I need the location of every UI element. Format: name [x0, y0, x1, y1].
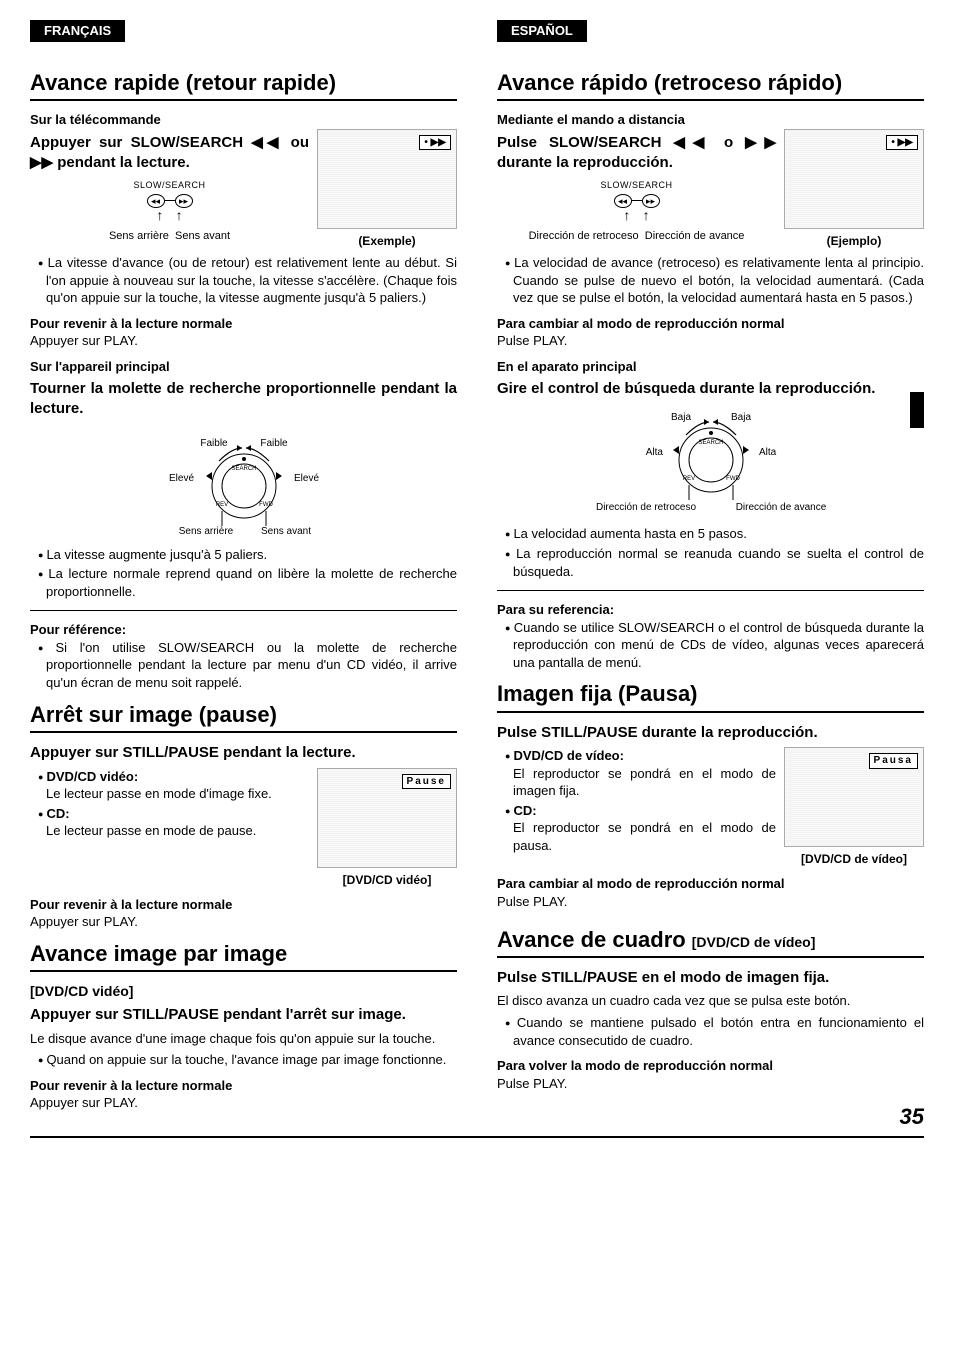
svg-text:Sens arrière: Sens arrière	[178, 526, 233, 536]
svg-text:Baja: Baja	[730, 412, 750, 423]
es-example-screen: • ▶▶ (Ejemplo)	[784, 129, 924, 249]
fr-s3-subnote: [DVD/CD vidéo]	[30, 982, 457, 1001]
es-s1-ret-t: Pulse PLAY.	[497, 332, 924, 350]
es-s3-t1: El disco avanza un cuadro cada vez que s…	[497, 992, 924, 1010]
es-s1-instr-main: Gire el control de búsqueda durante la r…	[497, 379, 924, 399]
es-remote-diagram: SLOW/SEARCH ◂◂▸▸ ↑ ↑ Dirección de retroc…	[497, 179, 776, 244]
fr-pause-screen: Pause [DVD/CD vidéo]	[317, 768, 457, 888]
es-s3-title: Avance de cuadro	[497, 925, 686, 955]
page-number: 35	[497, 1102, 924, 1132]
fr-s2-title: Arrêt sur image (pause)	[30, 700, 457, 734]
fr-s3-title: Avance image par image	[30, 939, 457, 973]
svg-text:Dirección de avance: Dirección de avance	[735, 502, 826, 513]
fr-s1-b1: La vitesse d'avance (ou de retour) est r…	[38, 254, 457, 307]
fr-s3-instr: Appuyer sur STILL/PAUSE pendant l'arrêt …	[30, 1005, 457, 1025]
es-s3-ret-h: Para volver la modo de reproducción norm…	[497, 1057, 924, 1075]
es-s2-title: Imagen fija (Pausa)	[497, 679, 924, 713]
fr-s1-title: Avance rapide (retour rapide)	[30, 68, 457, 102]
es-s1-main-h: En el aparato principal	[497, 358, 924, 376]
svg-text:SEARCH: SEARCH	[698, 440, 723, 446]
fr-s1-instr-main: Tourner la molette de recherche proporti…	[30, 379, 457, 420]
fr-s3-ret-t: Appuyer sur PLAY.	[30, 1094, 457, 1112]
svg-text:Faible: Faible	[200, 438, 228, 449]
lang-badge-fr: FRANÇAIS	[30, 20, 125, 42]
fr-s3-ret-h: Pour revenir à la lecture normale	[30, 1077, 457, 1095]
svg-text:Faible: Faible	[260, 438, 288, 449]
fr-dial-diagram: SEARCH Faible Faible Elevé Elevé REV FWD…	[30, 426, 457, 536]
side-tab	[910, 392, 924, 428]
es-s1-b1: La velocidad de avance (retroceso) es re…	[505, 254, 924, 307]
es-s3-b1: Cuando se mantiene pulsado el botón entr…	[505, 1014, 924, 1049]
es-s1-remote-h: Mediante el mando a distancia	[497, 111, 924, 129]
svg-text:FWD: FWD	[259, 502, 273, 508]
es-s1-ref-h: Para su referencia:	[497, 601, 924, 619]
svg-text:FWD: FWD	[726, 476, 740, 482]
es-pause-screen: Pausa [DVD/CD de vídeo]	[784, 747, 924, 867]
fr-s2-ret-h: Pour revenir à la lecture normale	[30, 896, 457, 914]
fr-s1-ret-h: Pour revenir à la lecture normale	[30, 315, 457, 333]
es-s1-b2: La velocidad aumenta hasta en 5 pasos.	[505, 525, 924, 543]
fr-s3-b1: Quand on appuie sur la touche, l'avance …	[38, 1051, 457, 1069]
svg-text:SEARCH: SEARCH	[231, 466, 256, 472]
fr-remote-diagram: SLOW/SEARCH ◂◂▸▸ ↑ ↑ Sens arrière Sens a…	[30, 179, 309, 244]
svg-text:Baja: Baja	[670, 412, 690, 423]
fr-s1-b3: La lecture normale reprend quand on libè…	[38, 565, 457, 600]
lang-badge-es: ESPAÑOL	[497, 20, 587, 42]
es-s1-title: Avance rápido (retroceso rápido)	[497, 68, 924, 102]
svg-text:REV: REV	[682, 476, 694, 482]
fr-s2-instr: Appuyer sur STILL/PAUSE pendant la lectu…	[30, 743, 457, 763]
es-dial-diagram: SEARCH Baja Baja Alta Alta REV FWD Direc…	[497, 405, 924, 515]
es-s3-ret-t: Pulse PLAY.	[497, 1075, 924, 1093]
svg-text:Alta: Alta	[759, 447, 777, 458]
fr-s1-instr-remote: Appuyer sur SLOW/SEARCH ◀◀ ou ▶▶ pendant…	[30, 133, 309, 174]
es-s2-ret-h: Para cambiar al modo de reproducción nor…	[497, 875, 924, 893]
svg-text:REV: REV	[215, 502, 227, 508]
fr-s1-main-h: Sur l'appareil principal	[30, 358, 457, 376]
fr-s1-remote-h: Sur la télécommande	[30, 111, 457, 129]
svg-text:Elevé: Elevé	[294, 473, 319, 484]
es-s1-b3: La reproducción normal se reanuda cuando…	[505, 545, 924, 580]
es-s1-instr-remote: Pulse SLOW/SEARCH ◀◀ o ▶▶ durante la rep…	[497, 133, 776, 174]
column-espanol: ESPAÑOL Avance rápido (retroceso rápido)…	[497, 20, 924, 1132]
fr-s3-t1: Le disque avance d'une image chaque fois…	[30, 1030, 457, 1048]
es-s1-ret-h: Para cambiar al modo de reproducción nor…	[497, 315, 924, 333]
es-s1-ref-t: Cuando se utilice SLOW/SEARCH o el contr…	[505, 619, 924, 672]
fr-s1-ref-t: Si l'on utilise SLOW/SEARCH ou la molett…	[38, 639, 457, 692]
svg-text:Elevé: Elevé	[168, 473, 193, 484]
fr-s1-ret-t: Appuyer sur PLAY.	[30, 332, 457, 350]
column-francais: FRANÇAIS Avance rapide (retour rapide) S…	[30, 20, 457, 1132]
es-s2-instr: Pulse STILL/PAUSE durante la reproducció…	[497, 723, 924, 743]
es-s3-instr: Pulse STILL/PAUSE en el modo de imagen f…	[497, 968, 924, 988]
svg-text:Alta: Alta	[645, 447, 663, 458]
svg-text:Sens avant: Sens avant	[260, 526, 310, 536]
es-s2-ret-t: Pulse PLAY.	[497, 893, 924, 911]
fr-s1-b2: La vitesse augmente jusqu'à 5 paliers.	[38, 546, 457, 564]
es-s3-subnote: [DVD/CD de vídeo]	[692, 933, 816, 952]
fr-s2-ret-t: Appuyer sur PLAY.	[30, 913, 457, 931]
svg-text:Dirección de retroceso: Dirección de retroceso	[595, 502, 695, 513]
fr-example-screen: • ▶▶ (Exemple)	[317, 129, 457, 249]
bottom-rule	[30, 1136, 924, 1138]
fr-s1-ref-h: Pour référence:	[30, 621, 457, 639]
